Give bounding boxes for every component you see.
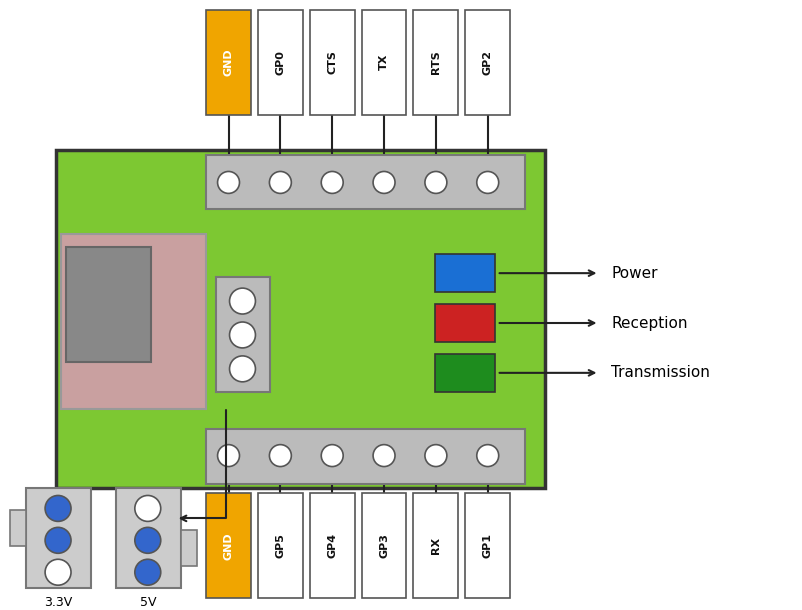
Text: GP2: GP2	[483, 50, 492, 75]
Text: GND: GND	[224, 48, 233, 76]
Bar	[206, 493, 251, 598]
Text: GP4: GP4	[327, 533, 337, 558]
Bar	[435, 304, 495, 342]
Bar	[61, 234, 205, 409]
Bar	[465, 10, 510, 115]
Text: GP3: GP3	[379, 533, 389, 558]
Bar	[310, 493, 354, 598]
Circle shape	[217, 445, 240, 467]
Bar	[115, 489, 180, 588]
Circle shape	[217, 171, 240, 193]
Circle shape	[373, 171, 395, 193]
Bar	[258, 493, 303, 598]
Text: CTS: CTS	[327, 51, 337, 74]
Bar	[465, 493, 510, 598]
Bar	[206, 10, 251, 115]
Text: RX: RX	[431, 537, 441, 554]
Text: GP1: GP1	[483, 533, 492, 558]
Bar	[180, 530, 196, 566]
Text: Reception: Reception	[611, 315, 688, 331]
Circle shape	[135, 528, 160, 553]
Circle shape	[425, 171, 447, 193]
Text: GND: GND	[224, 532, 233, 559]
Circle shape	[135, 495, 160, 522]
Bar	[26, 489, 91, 588]
Text: TX: TX	[379, 54, 389, 71]
Circle shape	[45, 528, 71, 553]
Circle shape	[476, 445, 499, 467]
Circle shape	[425, 445, 447, 467]
Circle shape	[229, 322, 256, 348]
Circle shape	[135, 559, 160, 585]
Circle shape	[373, 445, 395, 467]
Circle shape	[269, 171, 291, 193]
Bar	[435, 354, 495, 392]
Circle shape	[322, 171, 343, 193]
Bar	[414, 10, 458, 115]
Text: 5V: 5V	[140, 595, 156, 609]
Circle shape	[45, 559, 71, 585]
Circle shape	[229, 288, 256, 314]
Text: Power: Power	[611, 266, 658, 281]
Text: RTS: RTS	[431, 51, 441, 74]
Bar	[10, 511, 26, 547]
Circle shape	[322, 445, 343, 467]
Circle shape	[476, 171, 499, 193]
Bar	[216, 277, 270, 392]
Bar	[56, 149, 545, 489]
Bar	[414, 493, 458, 598]
Circle shape	[269, 445, 291, 467]
Text: GP0: GP0	[275, 50, 286, 75]
Text: 3.3V: 3.3V	[44, 595, 73, 609]
Text: Transmission: Transmission	[611, 365, 711, 381]
Bar	[205, 154, 525, 209]
Circle shape	[229, 356, 256, 382]
Bar	[310, 10, 354, 115]
Circle shape	[45, 495, 71, 522]
Bar	[362, 10, 407, 115]
Text: GP5: GP5	[275, 533, 286, 558]
Bar	[435, 254, 495, 292]
Bar	[205, 429, 525, 484]
Bar	[362, 493, 407, 598]
Bar	[66, 247, 151, 362]
Bar	[258, 10, 303, 115]
